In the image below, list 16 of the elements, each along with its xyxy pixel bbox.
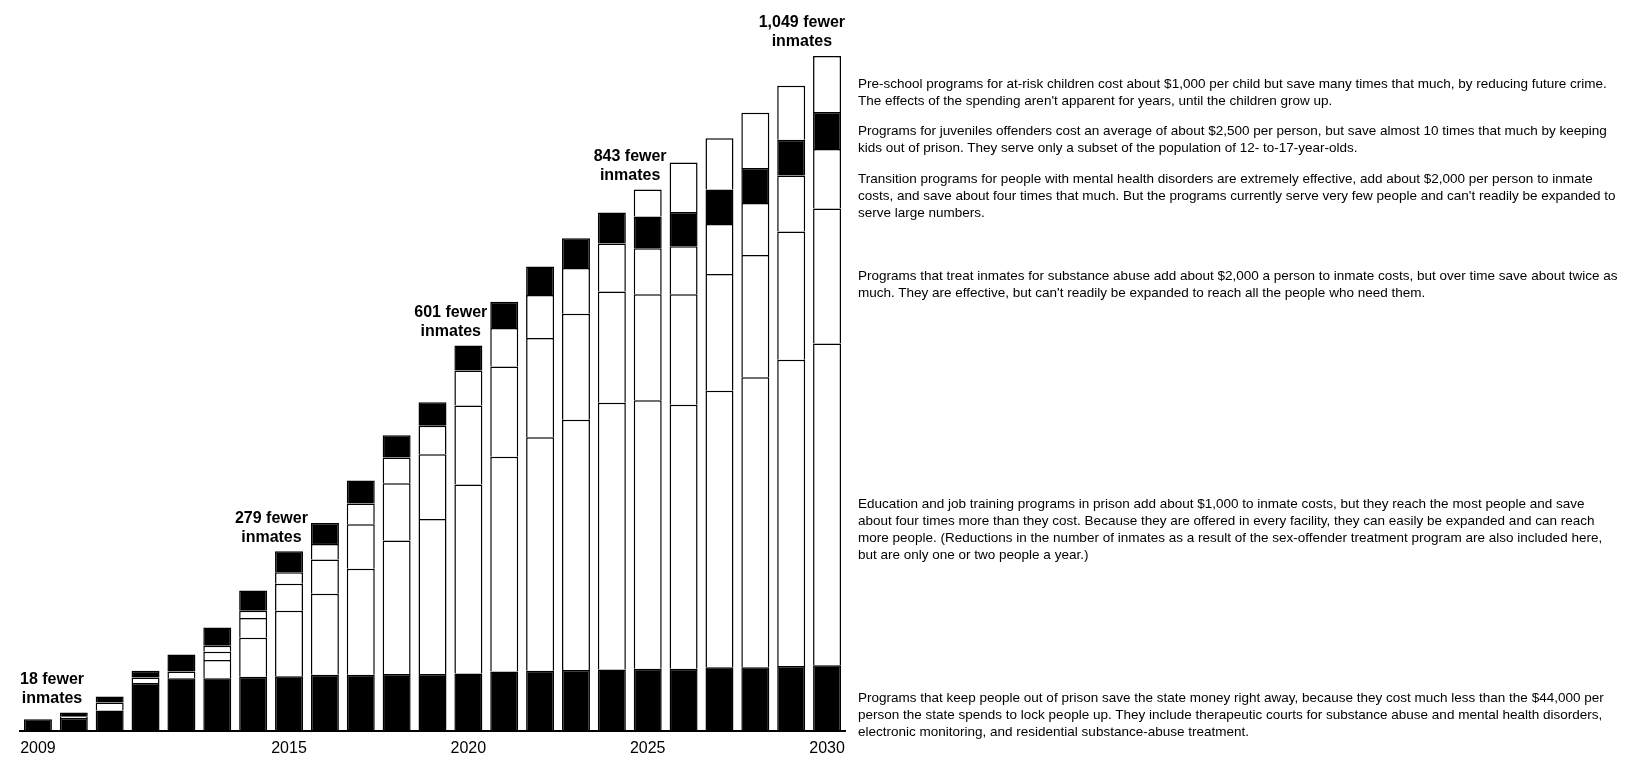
x-tick-label: 2015 xyxy=(271,738,307,756)
series-label: Programs for juveniles offenders cost an average of about $2,500 per person, but save almost 10 times that much by keeping kids out of prison. They serve only a subset of the population of 12- to-17-year-olds. xyxy=(858,121,1608,156)
series-label: Education and job training programs in prison add about $1,000 to inmate costs, but they reach the most people and save about four times more than they cost. Because they are offered in every facility, they can easily be expanded and can reach more people. (Reductions in the number of inmates as a result of the sex-offender treatment program are also included here, but are only one or two people a year.) xyxy=(858,495,1604,564)
x-tick-label: 2030 xyxy=(809,738,845,756)
series-label: Programs that keep people out of prison save the state money right away, because they cost much less than the $44,000 per person the state spends to lock people up. They include therapeutic courts for substance abuse and mental health disorders, electronic monitoring, and residential substance-abuse treatment. xyxy=(858,689,1605,741)
series-label: Transition programs for people with mental health disorders are extremely effective, add about $2,000 per person to inmate costs, and save about four times that much. But the programs currently serve very few people and can't readily be expanded to serve large numbers. xyxy=(858,169,1617,221)
x-tick-label: 2020 xyxy=(450,738,487,756)
annotation: 1,049 fewer inmates xyxy=(758,13,845,50)
annotation: 18 fewer inmates xyxy=(20,669,85,706)
x-tick-label: 2025 xyxy=(629,738,666,756)
x-tick-label: 2009 xyxy=(20,738,56,756)
series-label: Programs that treat inmates for substance abuse add about $2,000 a person to inmate costs, but over time save about twice as much. They are effective, but can't readily be expanded to reach all the people who need them. xyxy=(858,267,1618,301)
annotation: 601 fewer inmates xyxy=(414,302,488,339)
annotation: 279 fewer inmates xyxy=(234,508,308,545)
annotation: 843 fewer inmates xyxy=(593,147,667,184)
series-label: Pre-school programs for at-risk children cost about $1,000 per child but save many times that much, by reducing future crime. The effects of the spending aren't apparent for years, until the children grow up. xyxy=(858,75,1608,109)
